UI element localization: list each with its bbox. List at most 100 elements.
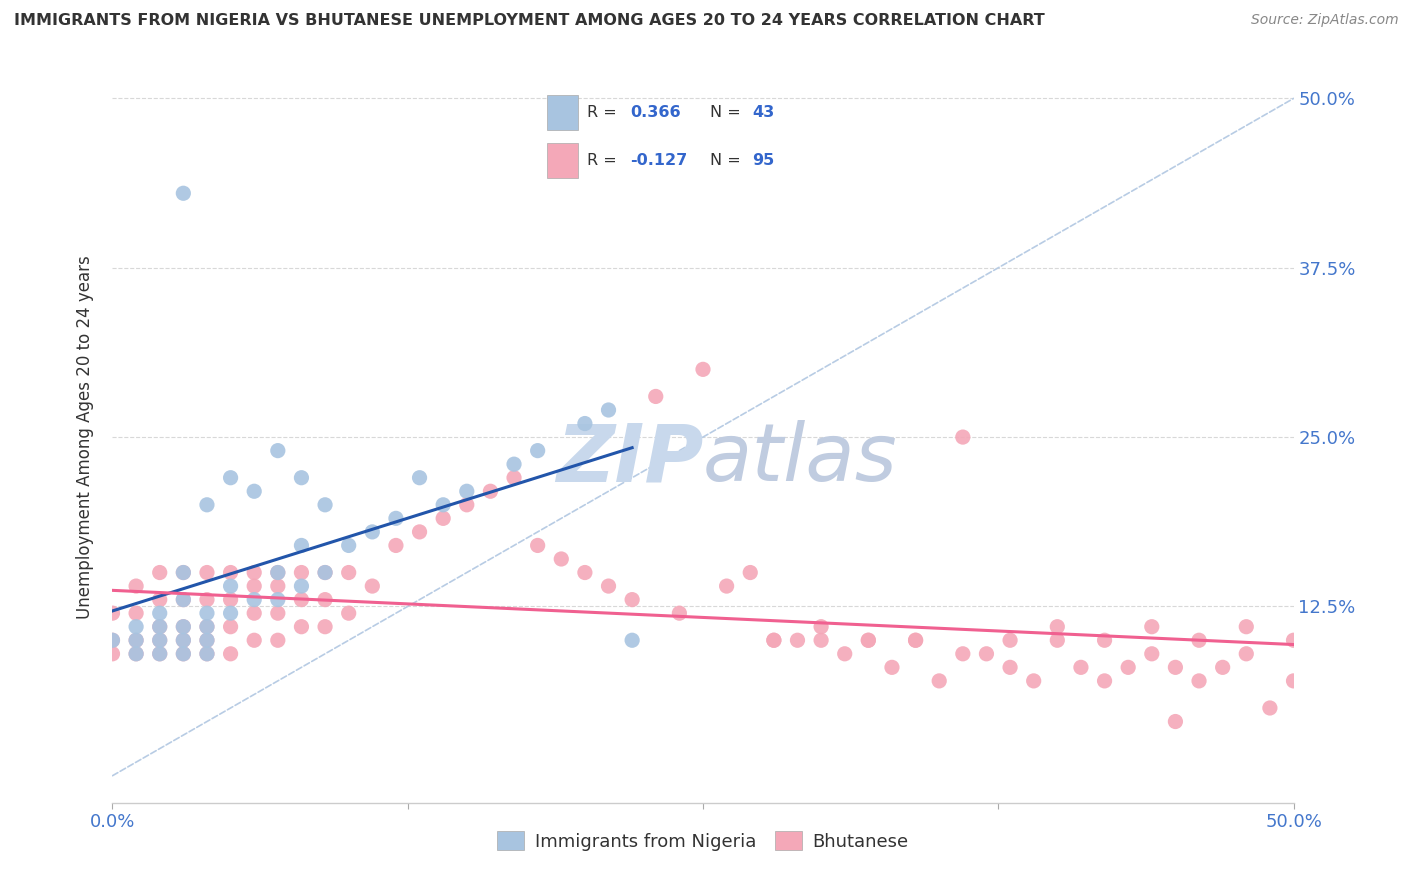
Point (762, 633, 785, 648)
Point (290, 538, 312, 552)
Point (1140, 647, 1163, 661)
Point (1234, 620, 1257, 634)
Point (101, 633, 124, 648)
Point (1234, 647, 1257, 661)
Point (762, 633, 785, 648)
Point (314, 566, 336, 580)
Point (456, 484, 478, 499)
Point (219, 620, 242, 634)
Point (267, 566, 290, 580)
Point (1212, 660, 1234, 674)
Point (219, 647, 242, 661)
Point (1094, 673, 1116, 688)
Point (195, 592, 218, 607)
Point (290, 579, 312, 593)
Point (149, 592, 172, 607)
Point (149, 566, 172, 580)
Point (219, 579, 242, 593)
Point (976, 647, 998, 661)
Point (172, 647, 194, 661)
Point (692, 362, 714, 376)
Point (314, 620, 336, 634)
Point (952, 647, 974, 661)
Point (243, 579, 266, 593)
Point (998, 633, 1021, 648)
Point (526, 538, 548, 552)
Point (172, 647, 194, 661)
Point (1094, 633, 1116, 648)
Point (1258, 701, 1281, 715)
Point (1116, 660, 1139, 674)
Point (149, 620, 172, 634)
Point (243, 606, 266, 620)
Point (125, 633, 148, 648)
Point (195, 620, 218, 634)
Point (1070, 660, 1092, 674)
Point (243, 592, 266, 607)
Point (101, 647, 124, 661)
Point (880, 660, 903, 674)
Point (810, 633, 832, 648)
Point (172, 566, 194, 580)
Point (598, 579, 620, 593)
Point (314, 566, 336, 580)
Point (195, 647, 218, 661)
Point (1188, 633, 1211, 648)
Point (125, 579, 148, 593)
Point (267, 633, 290, 648)
Point (149, 633, 172, 648)
Point (550, 552, 572, 566)
Text: ZIP: ZIP (555, 420, 703, 498)
Point (904, 633, 927, 648)
Point (243, 566, 266, 580)
Point (361, 524, 384, 539)
Point (1046, 620, 1069, 634)
Point (858, 633, 880, 648)
Point (172, 186, 194, 201)
Point (149, 606, 172, 620)
Point (125, 633, 148, 648)
Point (267, 566, 290, 580)
Point (290, 471, 312, 485)
Point (503, 471, 526, 485)
Point (998, 660, 1021, 674)
Point (195, 566, 218, 580)
Point (644, 389, 666, 403)
Point (598, 403, 620, 417)
Text: atlas: atlas (703, 420, 898, 498)
Point (314, 498, 336, 512)
Point (195, 647, 218, 661)
Point (1282, 673, 1305, 688)
Point (408, 524, 430, 539)
Point (1164, 660, 1187, 674)
Point (1188, 673, 1211, 688)
Point (149, 647, 172, 661)
Y-axis label: Unemployment Among Ages 20 to 24 years: Unemployment Among Ages 20 to 24 years (76, 255, 94, 619)
Point (149, 620, 172, 634)
Point (290, 620, 312, 634)
Point (858, 633, 880, 648)
Point (574, 417, 596, 431)
Point (149, 633, 172, 648)
Point (172, 620, 194, 634)
Point (195, 620, 218, 634)
Point (243, 633, 266, 648)
Legend: Immigrants from Nigeria, Bhutanese: Immigrants from Nigeria, Bhutanese (488, 822, 918, 860)
Point (904, 633, 927, 648)
Point (101, 633, 124, 648)
Point (219, 566, 242, 580)
Point (219, 471, 242, 485)
Point (290, 566, 312, 580)
Point (337, 566, 360, 580)
Point (219, 592, 242, 607)
Point (456, 498, 478, 512)
Point (125, 606, 148, 620)
Point (479, 484, 502, 499)
Point (172, 633, 194, 648)
Point (125, 620, 148, 634)
Point (290, 592, 312, 607)
Point (101, 606, 124, 620)
Point (621, 592, 644, 607)
Point (952, 430, 974, 444)
Point (172, 620, 194, 634)
